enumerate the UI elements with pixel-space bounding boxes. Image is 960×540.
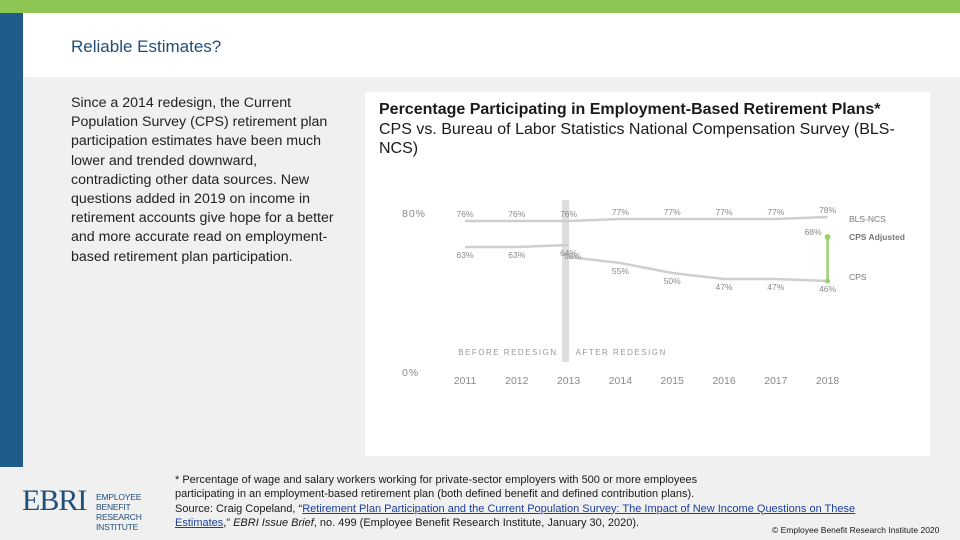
cps-2018-point [825, 278, 831, 284]
cps-line-before [465, 243, 569, 249]
x-tick-2011: 2011 [454, 375, 477, 387]
chart-subtitle: CPS vs. Bureau of Labor Statistics Natio… [379, 120, 895, 158]
bls-ncs-label-2014: 77% [612, 207, 629, 217]
bls-ncs-line [465, 215, 828, 223]
participation-line-chart: 80% 0% BEFORE REDESIGN AFTER REDESIGN 2011 20… [402, 200, 905, 387]
footnote: * Percentage of wage and salary workers … [175, 473, 895, 530]
cps-label-2012: 63% [508, 250, 525, 260]
legend-bls-ncs: BLS-NCS [849, 214, 886, 224]
logo-wordmark: EBRI [22, 484, 87, 517]
bls-ncs-label-2012: 76% [508, 209, 525, 219]
bls-ncs-label-2018: 78% [819, 205, 836, 215]
chart-panel: 80% 0% BEFORE REDESIGN AFTER REDESIGN 2011 20… [365, 92, 930, 456]
copyright: © Employee Benefit Research Institute 20… [772, 525, 940, 535]
cps-label-2013-after: 58% [564, 251, 581, 261]
x-tick-2016: 2016 [712, 375, 736, 387]
cps-label-2013: 64% [560, 248, 577, 258]
cps-label-2017: 47% [767, 282, 784, 292]
chart-title-main: Percentage Participating in Employment-B… [379, 101, 881, 118]
left-accent-bar [0, 13, 23, 467]
source-link[interactable]: Retirement Plan Participation and the Cu… [175, 502, 856, 529]
after-redesign-label: AFTER REDESIGN [576, 348, 667, 357]
source-suffix: , no. 499 (Employee Benefit Research Ins… [313, 516, 640, 529]
y-tick-80: 80% [402, 208, 426, 220]
footnote-line-2: participating in an employment-based ret… [175, 488, 695, 501]
cps-label-2014: 55% [612, 266, 629, 276]
x-tick-2017: 2017 [764, 375, 788, 387]
page-title: Reliable Estimates? [71, 37, 222, 56]
source-mid: ,” [223, 516, 234, 529]
logo-subtitle: EMPLOYEE BENEFIT RESEARCH INSTITUTE [96, 492, 142, 532]
legend-cps: CPS [849, 272, 867, 282]
cps-adjusted-label: 68% [805, 227, 822, 237]
ebri-logo: EBRI EMPLOYEE BENEFIT RESEARCH INSTITUTE [22, 484, 162, 533]
x-tick-2013: 2013 [557, 375, 581, 387]
cps-line-after [568, 255, 828, 283]
source-citation: Source: Craig Copeland, “Retirement Plan… [175, 502, 895, 531]
cps-label-2011: 63% [456, 250, 473, 260]
bls-ncs-label-2011: 76% [456, 209, 473, 219]
before-redesign-label: BEFORE REDESIGN [458, 348, 557, 357]
legend-cps-adjusted: CPS Adjusted [849, 232, 905, 242]
footnote-line-1: * Percentage of wage and salary workers … [175, 474, 698, 486]
chart-title: Percentage Participating in Employment-B… [379, 100, 919, 159]
x-tick-2012: 2012 [505, 375, 529, 387]
cps-label-2018: 46% [819, 284, 836, 294]
cps-label-2015: 50% [664, 276, 681, 286]
x-tick-2014: 2014 [609, 375, 633, 387]
cps-label-2016: 47% [715, 282, 732, 292]
bls-ncs-label-2016: 77% [715, 207, 732, 217]
x-tick-2015: 2015 [661, 375, 685, 387]
bls-ncs-label-2015: 77% [664, 207, 681, 217]
y-tick-0: 0% [402, 367, 419, 379]
bls-ncs-label-2013: 76% [560, 209, 577, 219]
header-band [23, 13, 960, 77]
top-accent-bar [0, 0, 960, 13]
source-journal: EBRI Issue Brief [233, 516, 314, 529]
x-tick-2018: 2018 [816, 375, 840, 387]
source-prefix: Source: Craig Copeland, “ [175, 502, 303, 515]
body-paragraph: Since a 2014 redesign, the Current Popul… [71, 95, 334, 265]
cps-adjusted-point [824, 234, 831, 240]
bls-ncs-label-2017: 77% [767, 207, 784, 217]
